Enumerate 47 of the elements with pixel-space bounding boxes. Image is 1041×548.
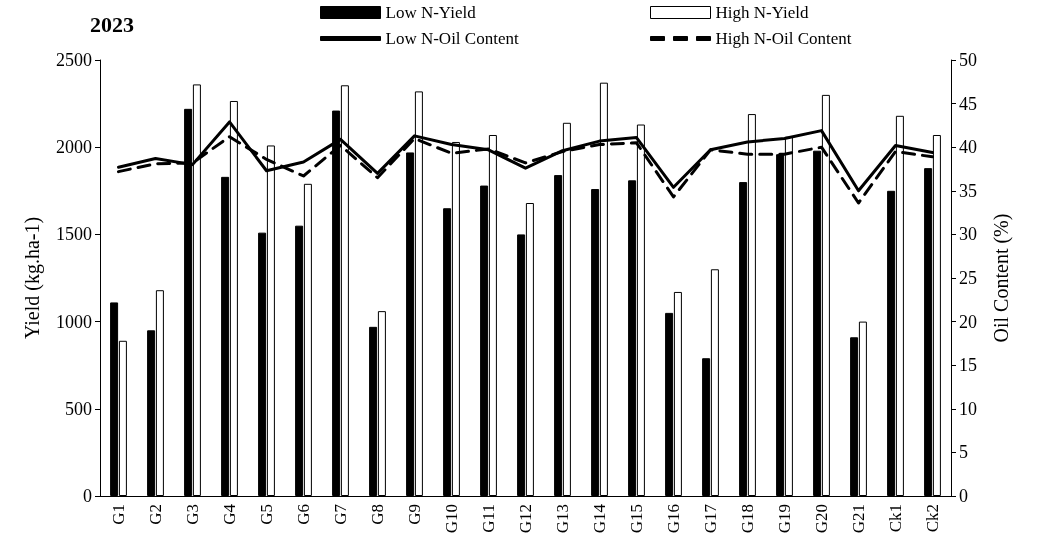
x-tick-label: G2	[146, 504, 165, 525]
x-tick-label: Ck2	[923, 504, 942, 533]
x-tick-label: G8	[368, 504, 387, 525]
y2-tick-label: 5	[959, 442, 968, 463]
x-tick-label: G1	[109, 504, 128, 525]
y2-tick-label: 25	[959, 268, 977, 288]
x-tick-label: G3	[183, 504, 202, 525]
x-tick-label: G15	[627, 504, 646, 534]
x-tick-label: G20	[812, 504, 831, 534]
y2-tick-label: 15	[959, 355, 977, 376]
y-tick-label: 0	[83, 486, 92, 506]
chart-title: 2023	[90, 11, 134, 37]
x-tick-label: G21	[849, 504, 868, 534]
legend-label: High N-Yield	[715, 3, 810, 22]
y2-tick-label: 40	[959, 137, 977, 158]
x-tick-label: G9	[405, 504, 424, 525]
legend-label: Low N-Oil Content	[385, 29, 519, 48]
y-tick-label: 2500	[56, 50, 92, 70]
y2-tick-label: 45	[959, 93, 977, 114]
y2-tick-label: 20	[959, 311, 977, 332]
x-tick-label: G10	[442, 504, 461, 534]
y-tick-label: 2000	[56, 137, 92, 158]
x-tick-label: G17	[701, 503, 720, 534]
y2-tick-label: 0	[959, 486, 968, 506]
y-tick-label: 1500	[56, 224, 92, 245]
x-tick-label: G16	[664, 504, 683, 534]
x-tick-label: Ck1	[886, 504, 905, 533]
legend-label: High N-Oil Content	[715, 29, 852, 48]
y2-tick-label: 35	[959, 180, 977, 201]
x-tick-label: G4	[220, 503, 239, 525]
y-axis-title: Yield (kg.ha-1)	[21, 216, 44, 340]
x-tick-label: G12	[516, 504, 535, 534]
x-tick-label: G19	[775, 504, 794, 534]
y2-tick-label: 50	[959, 50, 977, 70]
y-tick-label: 500	[65, 398, 92, 419]
y2-axis-title: Oil Content (%)	[990, 213, 1013, 343]
y2-tick-label: 10	[959, 398, 977, 419]
x-tick-label: G14	[590, 503, 609, 534]
x-tick-label: G6	[294, 504, 313, 525]
x-tick-label: G13	[553, 504, 572, 534]
x-tick-label: G5	[257, 504, 276, 525]
x-tick-label: G7	[331, 503, 350, 525]
legend-label: Low N-Yield	[385, 3, 477, 22]
y2-tick-label: 30	[959, 224, 977, 245]
y-tick-label: 1000	[56, 311, 92, 332]
x-tick-label: G11	[479, 504, 498, 533]
x-tick-label: G18	[738, 504, 757, 534]
